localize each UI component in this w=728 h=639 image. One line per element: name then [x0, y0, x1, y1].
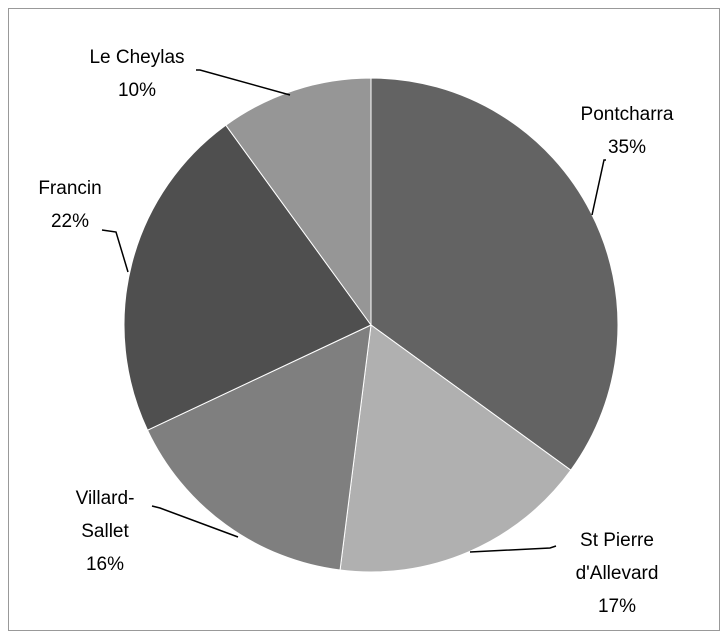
slice-label: St Pierre d'Allevard: [576, 530, 659, 584]
slice-value-label: 10%: [118, 80, 156, 101]
leader-line: [591, 159, 606, 216]
pie-slice: [123, 124, 372, 431]
slice-value-label: 22%: [51, 211, 89, 232]
pie-slice: [225, 77, 372, 327]
slice-label: Pontcharra: [581, 104, 674, 125]
leader-line: [196, 69, 291, 96]
pie-slice: [339, 324, 572, 573]
slice-label: Le Cheylas: [89, 47, 184, 68]
slice-value-label: 35%: [608, 137, 646, 158]
pie-slice: [370, 77, 619, 471]
pie-slice: [146, 324, 372, 571]
leader-line: [101, 229, 129, 273]
slice-value-label: 17%: [598, 596, 636, 617]
slice-label: Villard-Sallet: [76, 488, 135, 542]
slice-label: Francin: [38, 178, 101, 199]
slice-value-label: 16%: [86, 554, 124, 575]
leader-line: [469, 545, 557, 553]
leader-line: [151, 505, 239, 538]
